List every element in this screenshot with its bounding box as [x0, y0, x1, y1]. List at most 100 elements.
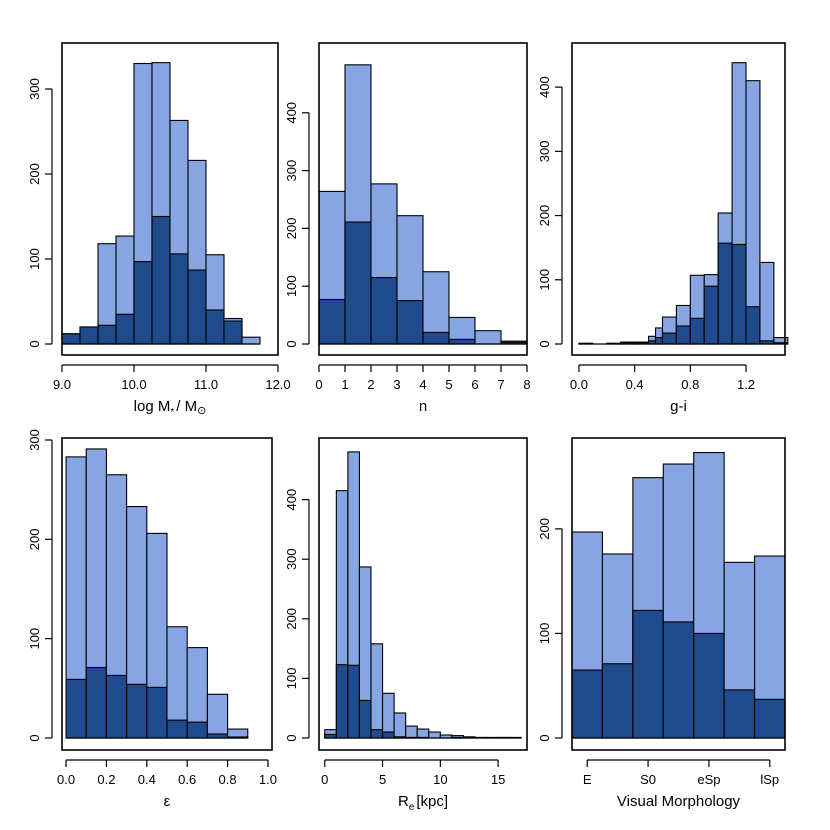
- bar-all-7: [393, 712, 407, 739]
- bar-subset-4: [126, 683, 148, 739]
- bar-all-5: [370, 643, 384, 739]
- bar-subset-3: [370, 276, 398, 345]
- bar-subset-8: [661, 332, 677, 345]
- y-tick-label: 300: [27, 78, 42, 100]
- y-tick-label: 0: [537, 340, 552, 347]
- histogram-panel-1: 9.0 10.0 11.0 12.0 0 100 200 300 log M* / M⊙: [27, 42, 291, 418]
- bar-all-8: [206, 693, 229, 739]
- y-tick-label: 400: [284, 102, 299, 124]
- y-tick-label: 0: [284, 734, 299, 741]
- bar-subset-7: [754, 698, 786, 739]
- x-tick-label: 0.4: [138, 772, 156, 787]
- bar-subset-4: [662, 621, 695, 739]
- x-tick-label: 2: [367, 377, 374, 392]
- x-tick-label: 6: [471, 377, 478, 392]
- bar-subset-3: [97, 324, 117, 345]
- y-tick-label: 100: [537, 623, 552, 645]
- y-tick-label: 300: [537, 140, 552, 162]
- x-axis-title: ε: [164, 793, 171, 810]
- x-axis-title: Visual Morphology: [617, 793, 741, 810]
- bar-subset-4: [396, 300, 424, 345]
- x-axis-title: g-i: [670, 398, 687, 415]
- x-tick-label: 0.8: [681, 377, 699, 392]
- bar-subset-9: [675, 325, 691, 345]
- histogram-panel-4: 0.0 0.2 0.4 0.6 0.8 1.0 0 100 200 300 ε: [27, 429, 277, 810]
- y-tick-label: 300: [284, 160, 299, 182]
- bar-subset-5: [693, 632, 725, 739]
- histogram-panel-5: 0 5 10 15 0 100 200 300 400 Re [kpc]: [284, 437, 528, 813]
- x-tick-label: 7: [497, 377, 504, 392]
- x-tick-label: 0.2: [97, 772, 115, 787]
- bar-subset-3: [632, 609, 664, 739]
- bar-all-11: [241, 336, 261, 345]
- plot-frame: [318, 42, 528, 356]
- x-tick-label: E: [583, 772, 592, 787]
- bar-all-6: [382, 692, 395, 739]
- bar-subset-9: [205, 309, 225, 345]
- x-tick-label: eSp: [697, 772, 720, 787]
- y-tick-label: 0: [27, 734, 42, 741]
- bar-subset-8: [187, 269, 207, 345]
- x-tick-label: 0.6: [178, 772, 196, 787]
- bar-subset-1: [571, 669, 603, 739]
- plot-frame: [61, 42, 279, 356]
- x-axis-title: n: [419, 398, 427, 415]
- x-tick-label: 8: [523, 377, 530, 392]
- bar-subset-2: [601, 663, 634, 739]
- bar-subset-3: [347, 664, 360, 739]
- y-tick-label: 200: [284, 608, 299, 630]
- plot-frame: [571, 437, 786, 751]
- x-tick-label: S0: [640, 772, 656, 787]
- x-tick-label: lSp: [760, 772, 779, 787]
- bar-subset-10: [223, 320, 243, 345]
- bar-subset-6: [166, 719, 188, 739]
- x-axis-title: log M* / M⊙: [134, 398, 207, 418]
- x-tick-label: 10.0: [121, 377, 146, 392]
- histogram-panel-3: 0.0 0.4 0.8 1.2 0 100 200 300 400 g-i: [537, 42, 789, 415]
- bar-subset-5: [133, 260, 153, 345]
- bar-subset-2: [79, 326, 99, 345]
- bar-all-7: [474, 330, 502, 345]
- bar-subset-1: [318, 298, 346, 345]
- x-tick-label: 9.0: [53, 377, 71, 392]
- bar-subset-10: [689, 317, 705, 345]
- bar-subset-12: [717, 242, 733, 345]
- y-tick-label: 200: [537, 518, 552, 540]
- y-tick-label: 200: [284, 218, 299, 240]
- bar-all-8: [405, 725, 418, 739]
- x-tick-label: 0: [315, 377, 322, 392]
- y-tick-label: 0: [537, 734, 552, 741]
- bar-subset-6: [382, 731, 395, 739]
- x-tick-label: 5: [379, 772, 386, 787]
- bar-subset-1: [65, 678, 87, 739]
- bar-subset-13: [731, 243, 747, 345]
- y-tick-label: 100: [27, 248, 42, 270]
- bar-subset-4: [115, 313, 135, 345]
- histogram-panel-6: E S0 eSp lSp 0 100 200 Visual Morphology: [537, 437, 786, 810]
- x-tick-label: 15: [491, 772, 505, 787]
- y-tick-label: 100: [284, 668, 299, 690]
- bar-subset-1: [61, 333, 81, 345]
- y-tick-label: 100: [537, 269, 552, 291]
- bar-subset-2: [85, 666, 107, 739]
- bar-subset-5: [422, 331, 450, 345]
- bar-subset-14: [745, 306, 761, 345]
- plot-frame: [318, 437, 528, 751]
- y-tick-label: 200: [27, 528, 42, 550]
- x-tick-label: 4: [419, 377, 426, 392]
- x-tick-label: 0.8: [219, 772, 237, 787]
- bar-subset-7: [186, 721, 208, 739]
- bar-subset-5: [370, 729, 384, 739]
- bar-subset-2: [335, 664, 349, 739]
- bar-subset-11: [703, 285, 719, 345]
- y-tick-label: 400: [537, 76, 552, 98]
- y-tick-label: 100: [284, 275, 299, 297]
- x-tick-label: 0.0: [570, 377, 588, 392]
- x-tick-label: 12.0: [265, 377, 290, 392]
- y-tick-label: 300: [284, 548, 299, 570]
- y-tick-label: 300: [27, 429, 42, 451]
- bar-all-10: [428, 731, 441, 739]
- bar-all-14: [745, 80, 761, 345]
- x-tick-label: 11.0: [194, 377, 218, 392]
